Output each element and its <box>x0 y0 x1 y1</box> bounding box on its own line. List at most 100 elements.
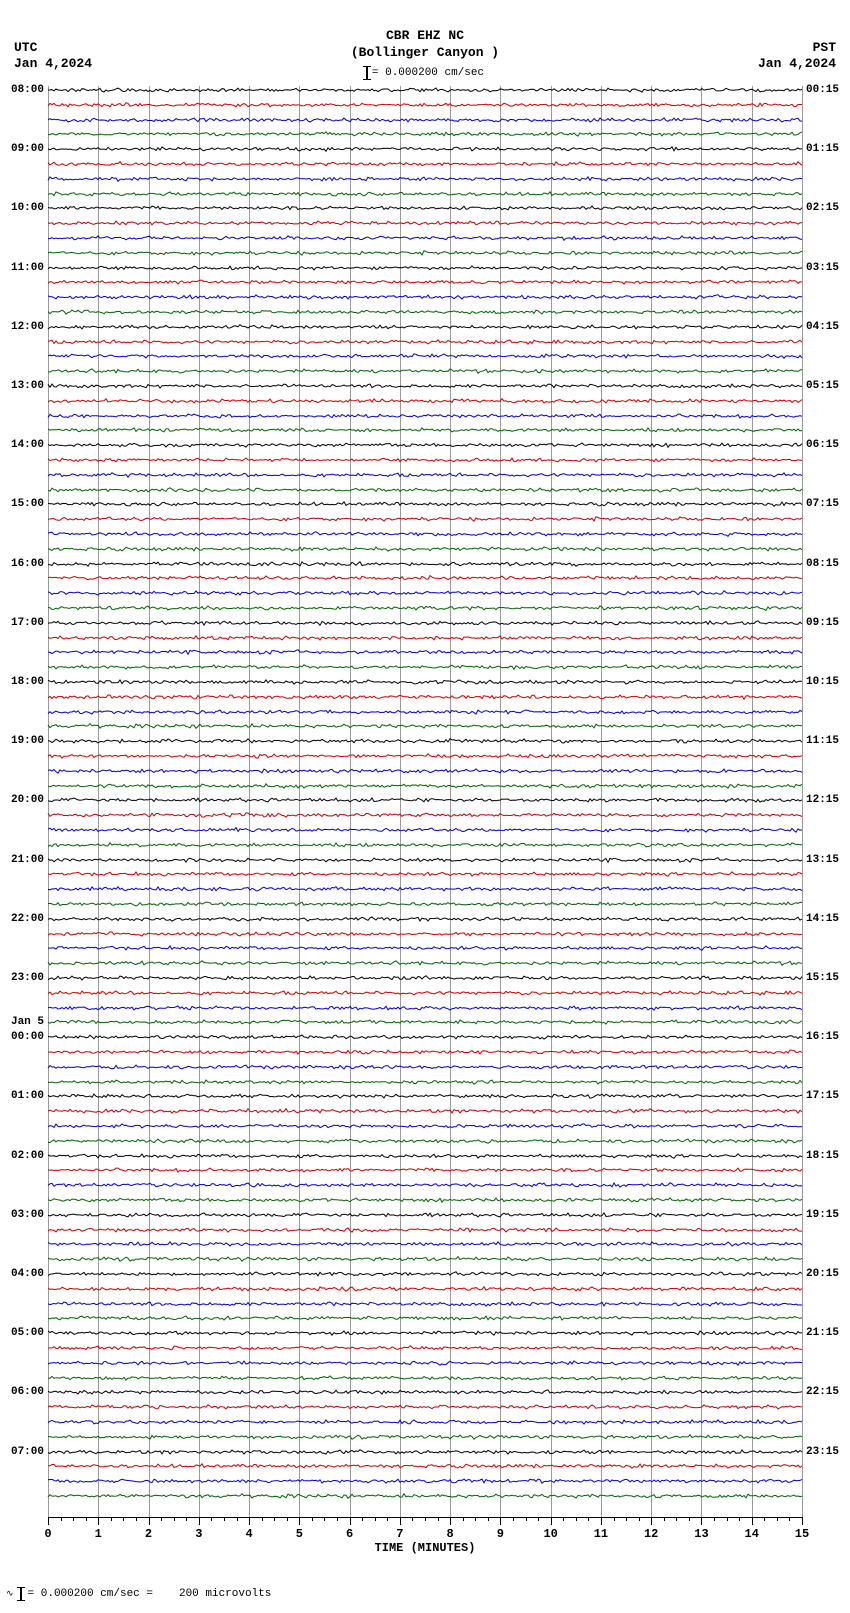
trace-row <box>48 1422 802 1423</box>
trace-line <box>48 365 802 377</box>
x-tick-label: 3 <box>195 1527 202 1541</box>
x-tick <box>701 1517 702 1525</box>
utc-hour-label: 01:00 <box>11 1090 44 1102</box>
trace-line <box>48 1090 802 1102</box>
trace-row <box>48 208 802 209</box>
trace-line <box>48 765 802 777</box>
x-tick-minor <box>61 1517 62 1521</box>
trace-line <box>48 395 802 407</box>
x-tick-minor <box>375 1517 376 1521</box>
trace-row <box>48 1082 802 1083</box>
trace-row <box>48 120 802 121</box>
trace-row <box>48 460 802 461</box>
utc-hour-label: 08:00 <box>11 84 44 96</box>
x-tick-minor <box>689 1517 690 1521</box>
trace-row <box>48 164 802 165</box>
trace-row <box>48 268 802 269</box>
pst-hour-label: 22:15 <box>806 1386 839 1398</box>
trace-row <box>48 756 802 757</box>
trace-row <box>48 371 802 372</box>
trace-row <box>48 105 802 106</box>
trace-row <box>48 386 802 387</box>
trace-line <box>48 928 802 940</box>
x-tick-minor <box>387 1517 388 1521</box>
trace-line <box>48 128 802 140</box>
trace-line <box>48 247 802 259</box>
trace-line <box>48 587 802 599</box>
trace-row <box>48 845 802 846</box>
footer-scale-left: = 0.000200 cm/sec = <box>28 1588 153 1600</box>
trace-row <box>48 312 802 313</box>
trace-row <box>48 1496 802 1497</box>
x-tick-minor <box>488 1517 489 1521</box>
trace-line <box>48 942 802 954</box>
trace-row <box>48 475 802 476</box>
trace-row <box>48 1185 802 1186</box>
x-tick-minor <box>412 1517 413 1521</box>
trace-row <box>48 1052 802 1053</box>
trace-row <box>48 134 802 135</box>
x-tick-minor <box>237 1517 238 1521</box>
x-tick-minor <box>727 1517 728 1521</box>
x-tick-minor <box>463 1517 464 1521</box>
trace-row <box>48 1215 802 1216</box>
trace-line <box>48 1298 802 1310</box>
trace-row <box>48 1274 802 1275</box>
x-tick-minor <box>538 1517 539 1521</box>
pst-hour-label: 20:15 <box>806 1268 839 1280</box>
trace-line <box>48 1460 802 1472</box>
x-tick-minor <box>789 1517 790 1521</box>
trace-line <box>48 691 802 703</box>
x-tick <box>551 1517 552 1525</box>
pst-hour-label: 18:15 <box>806 1150 839 1162</box>
utc-hour-label: 06:00 <box>11 1386 44 1398</box>
trace-line <box>48 1076 802 1088</box>
trace-row <box>48 667 802 668</box>
utc-hour-label: 04:00 <box>11 1268 44 1280</box>
x-tick-label: 15 <box>795 1527 809 1541</box>
x-tick-minor <box>73 1517 74 1521</box>
footer-scale-right: 200 microvolts <box>179 1588 271 1600</box>
trace-row <box>48 149 802 150</box>
x-tick-minor <box>362 1517 363 1521</box>
utc-hour-label: 03:00 <box>11 1209 44 1221</box>
trace-row <box>48 1437 802 1438</box>
date-left: Jan 4,2024 <box>14 56 92 71</box>
x-tick-label: 4 <box>245 1527 252 1541</box>
utc-hour-label: 07:00 <box>11 1446 44 1458</box>
trace-row <box>48 519 802 520</box>
trace-row <box>48 993 802 994</box>
scale-indicator-footer: ∿ = 0.000200 cm/sec = 200 microvolts <box>6 1587 271 1601</box>
x-tick <box>500 1517 501 1525</box>
trace-row <box>48 1037 802 1038</box>
trace-row <box>48 1141 802 1142</box>
trace-line <box>48 661 802 673</box>
utc-hour-label: 10:00 <box>11 202 44 214</box>
trace-row <box>48 564 802 565</box>
trace-row <box>48 1259 802 1260</box>
timezone-left: UTC <box>14 40 37 55</box>
trace-row <box>48 327 802 328</box>
trace-line <box>48 1150 802 1162</box>
scale-bar-icon <box>366 66 368 80</box>
trace-line <box>48 1135 802 1147</box>
trace-line <box>48 602 802 614</box>
trace-line <box>48 780 802 792</box>
trace-line <box>48 898 802 910</box>
utc-hour-label: 12:00 <box>11 321 44 333</box>
pst-hour-label: 12:15 <box>806 794 839 806</box>
x-tick <box>752 1517 753 1525</box>
trace-row <box>48 593 802 594</box>
trace-row <box>48 726 802 727</box>
trace-line <box>48 321 802 333</box>
trace-line <box>48 617 802 629</box>
x-tick <box>199 1517 200 1525</box>
date-right: Jan 4,2024 <box>758 56 836 71</box>
x-tick <box>48 1517 49 1525</box>
trace-row <box>48 416 802 417</box>
trace-line <box>48 543 802 555</box>
trace-row <box>48 1289 802 1290</box>
trace-line <box>48 1386 802 1398</box>
trace-row <box>48 534 802 535</box>
trace-line <box>48 350 802 362</box>
